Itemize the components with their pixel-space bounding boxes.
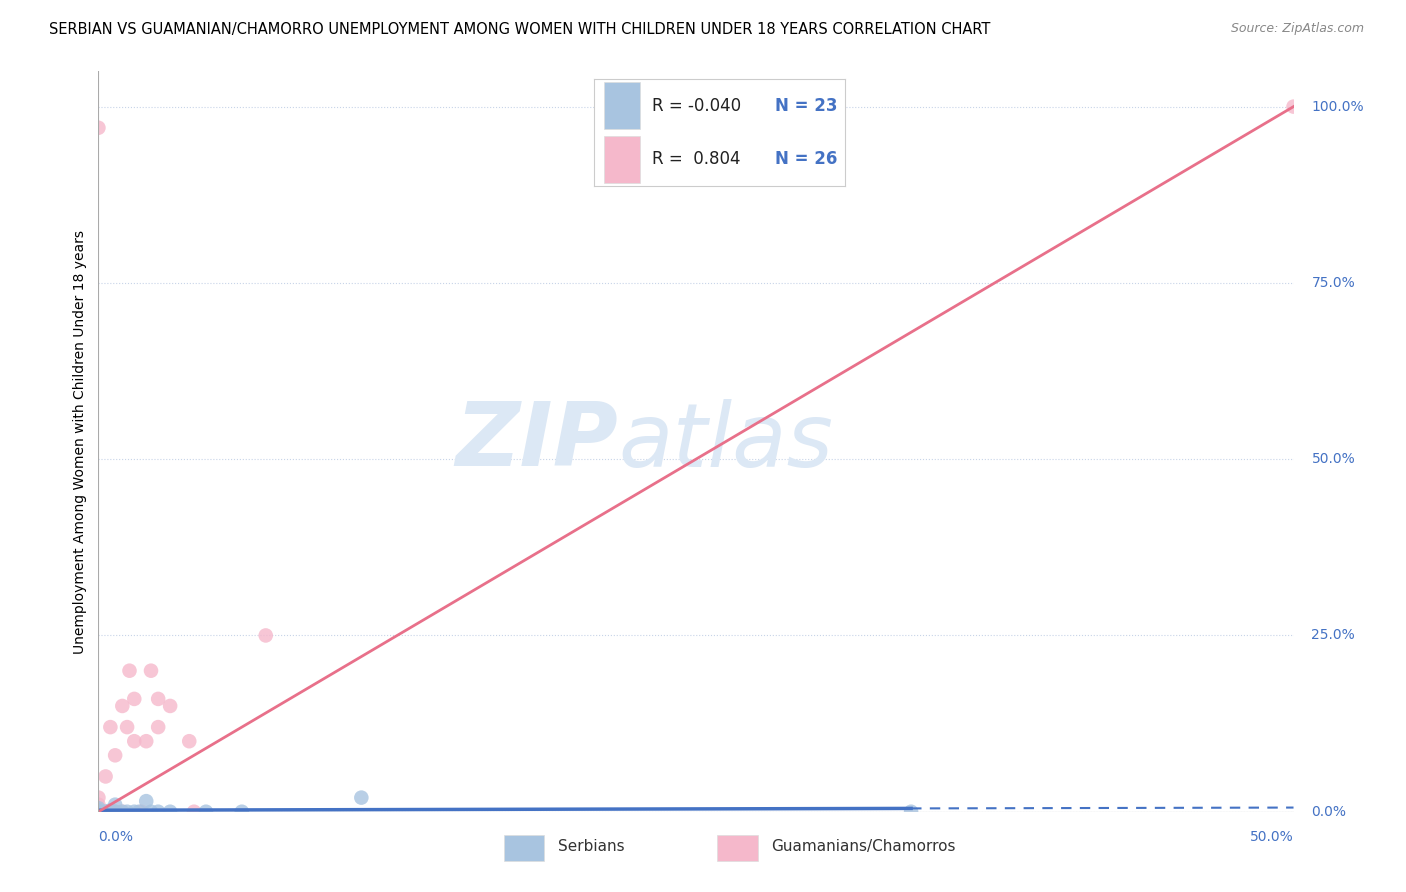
Point — [98, 803, 122, 817]
Point — [139, 664, 162, 678]
Point — [87, 805, 110, 819]
Point — [900, 805, 922, 819]
Point — [94, 805, 117, 819]
Text: 75.0%: 75.0% — [1312, 276, 1355, 290]
Point — [104, 805, 127, 819]
Point — [115, 805, 138, 819]
Point — [148, 692, 170, 706]
Point — [87, 801, 110, 815]
Point — [231, 805, 253, 819]
Text: atlas: atlas — [619, 399, 834, 484]
Point — [159, 698, 181, 713]
Point — [1282, 100, 1305, 114]
Text: 50.0%: 50.0% — [1250, 830, 1294, 844]
Point — [183, 805, 205, 819]
Point — [94, 769, 117, 783]
Point — [111, 698, 134, 713]
Point — [87, 797, 110, 812]
Point — [139, 805, 162, 819]
Y-axis label: Unemployment Among Women with Children Under 18 years: Unemployment Among Women with Children U… — [73, 229, 87, 654]
Point — [254, 628, 277, 642]
Point — [115, 720, 138, 734]
Point — [124, 805, 146, 819]
Point — [87, 120, 110, 135]
Text: 50.0%: 50.0% — [1312, 452, 1355, 467]
Point — [179, 734, 201, 748]
Point — [87, 790, 110, 805]
Point — [94, 805, 117, 819]
Point — [104, 797, 127, 812]
Point — [111, 805, 134, 819]
Point — [195, 805, 218, 819]
Point — [87, 803, 110, 817]
Text: 25.0%: 25.0% — [1312, 629, 1355, 642]
Point — [159, 805, 181, 819]
Point — [98, 720, 122, 734]
Point — [87, 805, 110, 819]
Point — [118, 664, 141, 678]
Point — [98, 805, 122, 819]
Text: 0.0%: 0.0% — [1312, 805, 1347, 819]
Point — [104, 748, 127, 763]
Point — [135, 794, 157, 808]
Point — [87, 805, 110, 819]
Text: Source: ZipAtlas.com: Source: ZipAtlas.com — [1230, 22, 1364, 36]
Point — [148, 720, 170, 734]
Point — [148, 805, 170, 819]
Text: 100.0%: 100.0% — [1312, 100, 1364, 113]
Text: 0.0%: 0.0% — [98, 830, 134, 844]
Point — [124, 734, 146, 748]
Point — [350, 790, 373, 805]
Point — [131, 805, 153, 819]
Text: SERBIAN VS GUAMANIAN/CHAMORRO UNEMPLOYMENT AMONG WOMEN WITH CHILDREN UNDER 18 YE: SERBIAN VS GUAMANIAN/CHAMORRO UNEMPLOYME… — [49, 22, 991, 37]
Text: ZIP: ZIP — [456, 398, 619, 485]
Point — [111, 805, 134, 819]
Point — [124, 692, 146, 706]
Point — [87, 805, 110, 819]
Point — [104, 805, 127, 819]
Point — [128, 805, 150, 819]
Point — [87, 805, 110, 819]
Point — [98, 805, 122, 819]
Point — [135, 734, 157, 748]
